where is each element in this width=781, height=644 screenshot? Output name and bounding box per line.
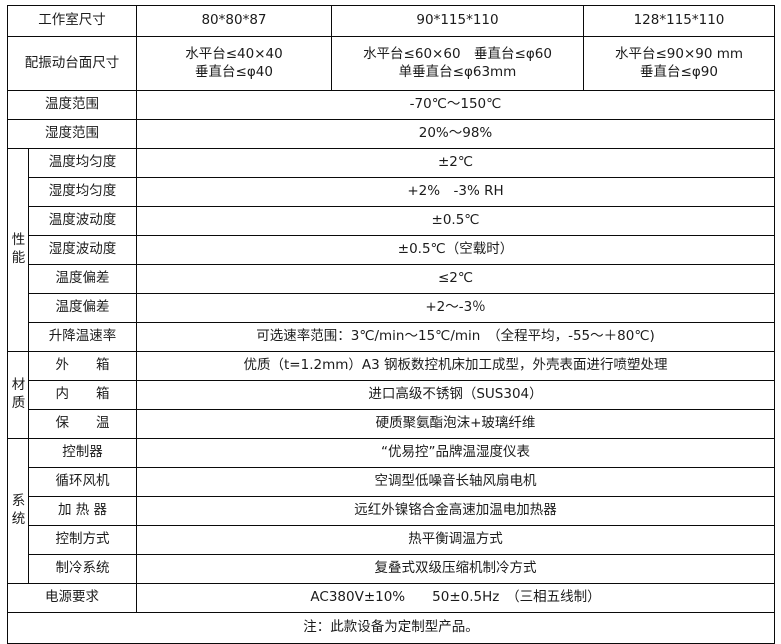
table-row-temperature-deviation: 温度偏差 ≤2℃ <box>8 264 775 294</box>
specification-table: 工作室尺寸 80*80*87 90*115*110 128*115*110 配振… <box>7 5 775 644</box>
control-mode-value: 热平衡调温方式 <box>136 525 775 555</box>
row-label-refrigeration-system: 制冷系统 <box>28 554 137 584</box>
row-label-ramp-rate: 升降温速率 <box>28 322 137 352</box>
vibration-size-1-line2: 垂直台≤φ40 <box>195 63 273 80</box>
table-row-vibration-table-size: 配振动台面尺寸 水平台≤40×40 垂直台≤φ40 水平台≤60×60 垂直台≤… <box>7 36 775 91</box>
group-label-system-char-2: 统 <box>11 511 26 527</box>
table-row-power-requirement: 电源要求 AC380V±10% 50±0.5Hz （三相五线制） <box>7 583 775 613</box>
row-label-temperature-fluctuation: 温度波动度 <box>28 206 137 236</box>
vibration-size-value-2: 水平台≤60×60 垂直台≤φ60 单垂直台≤φ63mm <box>331 36 584 91</box>
power-requirement-value: AC380V±10% 50±0.5Hz （三相五线制） <box>136 583 775 613</box>
table-row-inner-case: 内 箱 进口高级不锈钢（SUS304） <box>8 380 775 410</box>
inner-case-value: 进口高级不锈钢（SUS304） <box>136 380 775 410</box>
group-label-performance-char-1: 性 <box>11 232 26 249</box>
table-row-outer-case: 材 质 外 箱 优质（t=1.2mm）A3 钢板数控机床加工成型，外壳表面进行喷… <box>7 351 775 439</box>
heater-value: 远红外镍铬合金高速加温电加热器 <box>136 496 775 526</box>
table-row-chamber-size: 工作室尺寸 80*80*87 90*115*110 128*115*110 <box>7 5 775 37</box>
row-label-insulation: 保 温 <box>28 409 137 439</box>
table-row-humidity-range: 湿度范围 20%～98% <box>7 119 775 149</box>
row-label-humidity-deviation: 温度偏差 <box>28 293 137 323</box>
temperature-deviation-value: ≤2℃ <box>136 264 775 294</box>
table-row-insulation: 保 温 硬质聚氨酯泡沫+玻璃纤维 <box>8 409 775 439</box>
humidity-uniformity-value: +2% -3% RH <box>136 177 775 207</box>
table-row-control-mode: 控制方式 热平衡调温方式 <box>8 525 775 555</box>
group-label-system: 系 统 <box>7 438 29 584</box>
row-label-humidity-fluctuation: 湿度波动度 <box>28 235 137 265</box>
ramp-rate-value: 可选速率范围：3℃/min～15℃/min （全程平均，-55～＋80℃) <box>136 322 775 352</box>
temperature-uniformity-value: ±2℃ <box>136 148 775 178</box>
row-label-humidity-range: 湿度范围 <box>7 119 137 149</box>
outer-case-value: 优质（t=1.2mm）A3 钢板数控机床加工成型，外壳表面进行喷塑处理 <box>136 351 775 381</box>
table-row-circulation-fan: 循环风机 空调型低噪音长轴风扇电机 <box>8 467 775 497</box>
temperature-range-value: -70℃～150℃ <box>136 90 775 120</box>
group-label-material: 材 质 <box>7 351 29 439</box>
note-text: 注：此款设备为定制型产品。 <box>7 612 775 644</box>
row-label-power-requirement: 电源要求 <box>7 583 137 613</box>
table-row-temperature-range: 温度范围 -70℃～150℃ <box>7 90 775 120</box>
group-label-system-char-1: 系 <box>11 493 26 510</box>
row-label-vibration-table-size: 配振动台面尺寸 <box>7 36 137 91</box>
row-label-chamber-size: 工作室尺寸 <box>7 5 137 37</box>
group-label-performance: 性 能 <box>7 148 29 352</box>
table-row-refrigeration-system: 制冷系统 复叠式双级压缩机制冷方式 <box>8 554 775 584</box>
row-label-temperature-uniformity: 温度均匀度 <box>28 148 137 178</box>
table-row-note: 注：此款设备为定制型产品。 <box>7 612 775 644</box>
row-label-humidity-uniformity: 湿度均匀度 <box>28 177 137 207</box>
vibration-size-3-line1: 水平台≤90×90 mm <box>614 45 744 62</box>
chamber-size-value-2: 90*115*110 <box>331 5 584 37</box>
table-row-humidity-fluctuation: 湿度波动度 ±0.5℃（空载时） <box>8 235 775 265</box>
chamber-size-value-3: 128*115*110 <box>583 5 775 37</box>
spec-sheet: 工作室尺寸 80*80*87 90*115*110 128*115*110 配振… <box>7 5 775 644</box>
humidity-fluctuation-value: ±0.5℃（空载时） <box>136 235 775 265</box>
temperature-fluctuation-value: ±0.5℃ <box>136 206 775 236</box>
circulation-fan-value: 空调型低噪音长轴风扇电机 <box>136 467 775 497</box>
row-label-inner-case: 内 箱 <box>28 380 137 410</box>
chamber-size-value-1: 80*80*87 <box>136 5 332 37</box>
refrigeration-system-value: 复叠式双级压缩机制冷方式 <box>136 554 775 584</box>
table-row-temperature-fluctuation: 温度波动度 ±0.5℃ <box>8 206 775 236</box>
group-label-performance-char-2: 能 <box>11 250 26 266</box>
group-label-material-char-2: 质 <box>11 395 26 411</box>
vibration-size-2-line2: 单垂直台≤φ63mm <box>398 63 517 80</box>
row-label-control-mode: 控制方式 <box>28 525 137 555</box>
row-label-circulation-fan: 循环风机 <box>28 467 137 497</box>
controller-value: “优易控”品牌温湿度仪表 <box>136 438 775 468</box>
row-label-heater: 加 热 器 <box>28 496 137 526</box>
row-label-temperature-range: 温度范围 <box>7 90 137 120</box>
vibration-size-3-line2: 垂直台≤φ90 <box>640 63 718 80</box>
table-row-ramp-rate: 升降温速率 可选速率范围：3℃/min～15℃/min （全程平均，-55～＋8… <box>8 322 775 352</box>
vibration-size-value-3: 水平台≤90×90 mm 垂直台≤φ90 <box>583 36 775 91</box>
group-label-material-char-1: 材 <box>11 377 26 394</box>
row-label-outer-case: 外 箱 <box>28 351 137 381</box>
vibration-size-2-line1: 水平台≤60×60 垂直台≤φ60 <box>363 45 552 62</box>
vibration-size-1-line1: 水平台≤40×40 <box>185 45 283 62</box>
insulation-value: 硬质聚氨酯泡沫+玻璃纤维 <box>136 409 775 439</box>
row-label-temperature-deviation: 温度偏差 <box>28 264 137 294</box>
table-row-heater: 加 热 器 远红外镍铬合金高速加温电加热器 <box>8 496 775 526</box>
vibration-size-value-1: 水平台≤40×40 垂直台≤φ40 <box>136 36 332 91</box>
row-label-controller: 控制器 <box>28 438 137 468</box>
table-row-temperature-uniformity: 性 能 温度均匀度 ±2℃ <box>7 148 775 352</box>
table-row-humidity-uniformity: 湿度均匀度 +2% -3% RH <box>8 177 775 207</box>
humidity-deviation-value: +2～-3％ <box>136 293 775 323</box>
humidity-range-value: 20%～98% <box>136 119 775 149</box>
table-row-humidity-deviation: 温度偏差 +2～-3％ <box>8 293 775 323</box>
table-row-controller: 系 统 控制器 “优易控”品牌温湿度仪表 <box>7 438 775 584</box>
